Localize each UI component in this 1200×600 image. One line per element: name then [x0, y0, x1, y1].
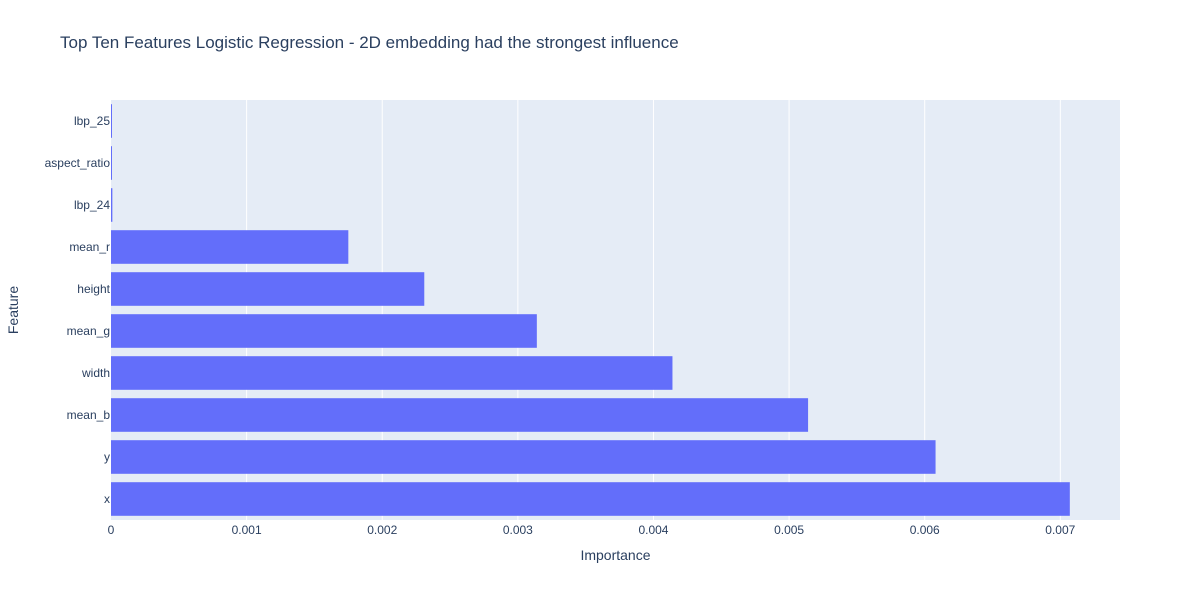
- bar-mean-r[interactable]: [111, 230, 349, 264]
- x-axis-title: Importance: [580, 547, 650, 563]
- x-tick-label: 0.001: [232, 523, 262, 537]
- x-tick-labels: 0 0.001 0.002 0.003 0.004 0.005 0.006 0.007: [108, 523, 1076, 537]
- x-tick-label: 0.002: [367, 523, 397, 537]
- x-tick-label: 0.003: [503, 523, 533, 537]
- bars: [111, 104, 1070, 516]
- x-tick-label: 0.005: [774, 523, 804, 537]
- x-tick-label: 0.006: [910, 523, 940, 537]
- y-tick-label: height: [77, 282, 110, 296]
- bar-lbp-25[interactable]: [111, 104, 112, 138]
- x-tick-label: 0: [108, 523, 115, 537]
- bar-mean-g[interactable]: [111, 314, 537, 348]
- bar-aspect-ratio[interactable]: [111, 146, 112, 180]
- chart-title: Top Ten Features Logistic Regression - 2…: [60, 33, 679, 52]
- y-tick-label: width: [81, 366, 110, 380]
- bar-height[interactable]: [111, 272, 425, 306]
- y-tick-label: mean_b: [67, 408, 111, 422]
- x-tick-label: 0.004: [638, 523, 668, 537]
- bar-width[interactable]: [111, 356, 673, 390]
- bar-x[interactable]: [111, 482, 1070, 516]
- bar-mean-b[interactable]: [111, 398, 809, 432]
- bar-y[interactable]: [111, 440, 936, 474]
- y-axis-title: Feature: [5, 286, 21, 334]
- y-tick-labels: x y mean_b width mean_g height mean_r lbp_24 asp…: [45, 114, 111, 506]
- y-tick-label: mean_r: [69, 240, 110, 254]
- bar-lbp-24[interactable]: [111, 188, 113, 222]
- y-tick-label: y: [104, 450, 110, 464]
- y-tick-label: x: [104, 492, 110, 506]
- y-tick-label: aspect_ratio: [45, 156, 111, 170]
- y-tick-label: mean_g: [67, 324, 110, 338]
- y-tick-label: lbp_24: [74, 198, 110, 212]
- y-tick-label: lbp_25: [74, 114, 110, 128]
- x-tick-label: 0.007: [1045, 523, 1075, 537]
